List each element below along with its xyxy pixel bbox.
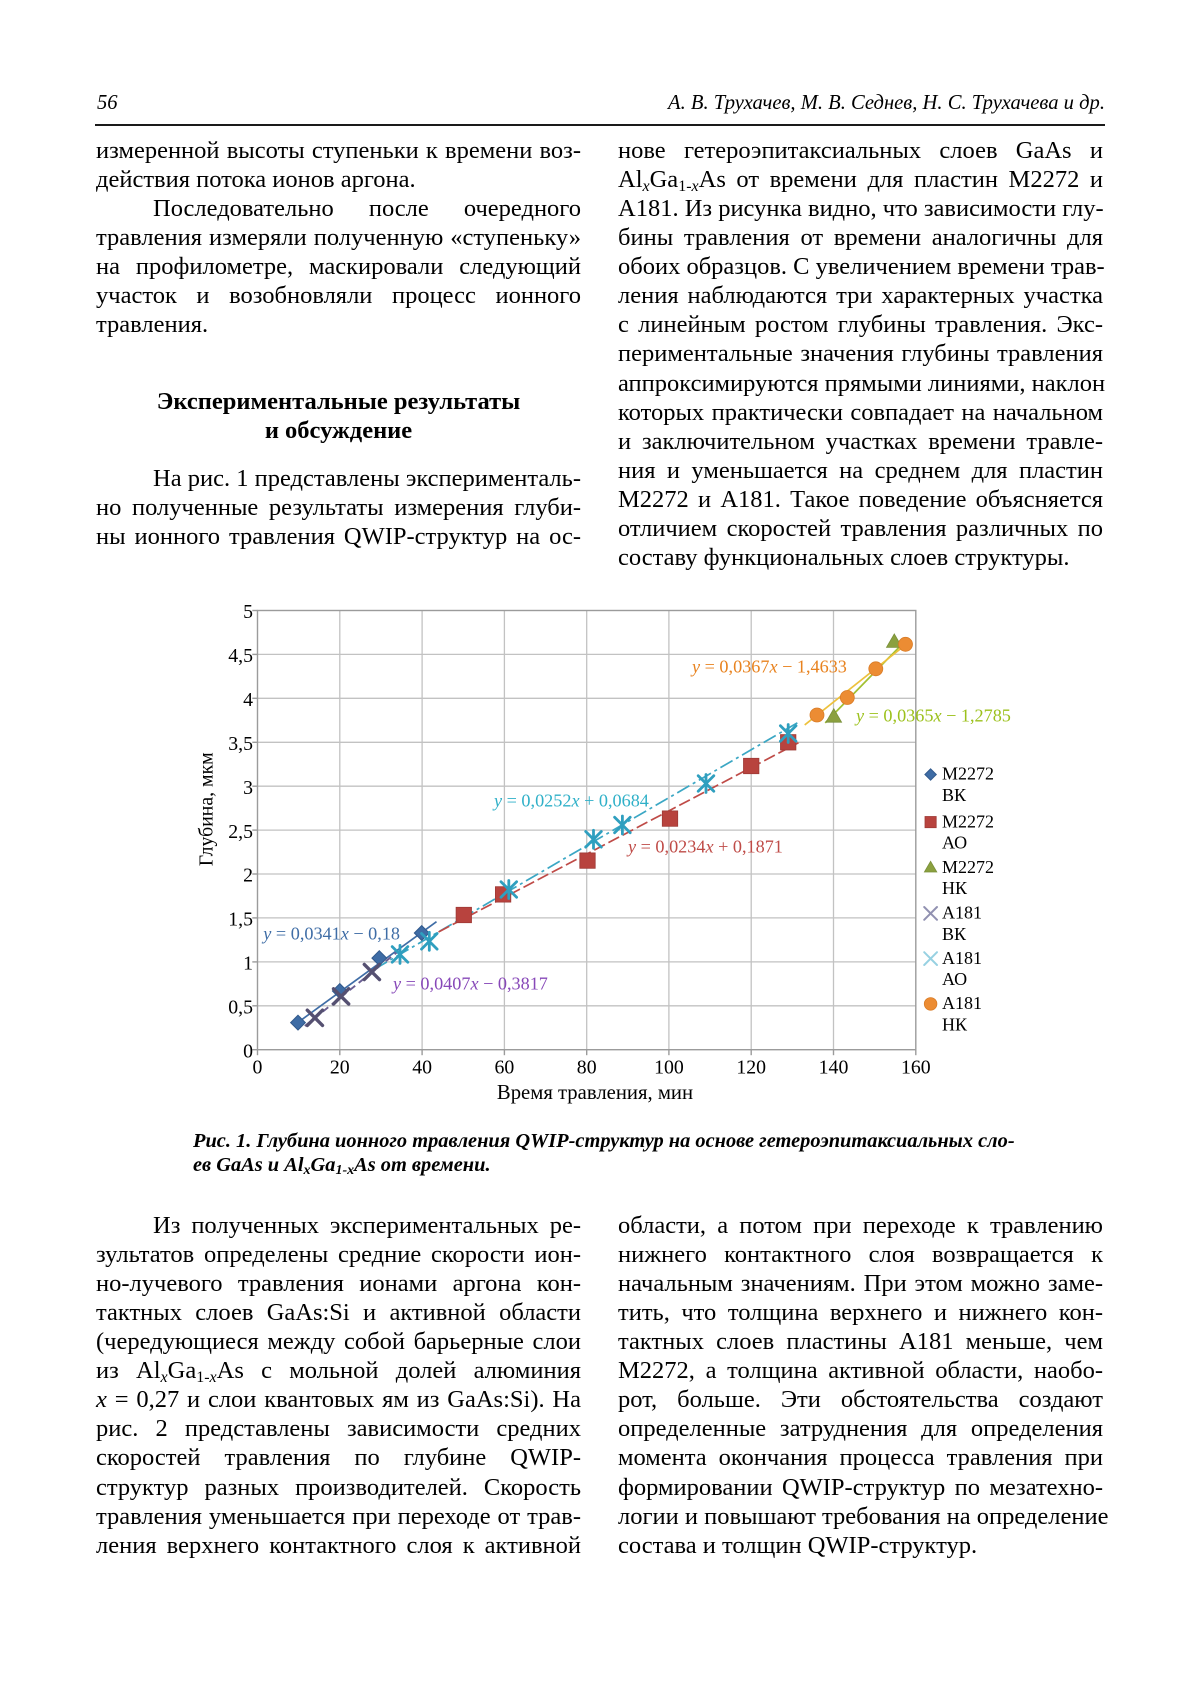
- svg-text:А181: А181: [942, 993, 982, 1013]
- svg-text:А181: А181: [942, 948, 982, 968]
- svg-text:А181: А181: [942, 903, 982, 923]
- svg-text:М2272: М2272: [942, 857, 994, 877]
- svg-text:1,5: 1,5: [228, 909, 253, 931]
- svg-text:120: 120: [736, 1057, 766, 1079]
- svg-text:y = 0,0252x + 0,0684: y = 0,0252x + 0,0684: [492, 790, 649, 810]
- svg-text:y = 0,0365x − 1,2785: y = 0,0365x − 1,2785: [854, 705, 1011, 725]
- svg-text:НК: НК: [942, 878, 968, 898]
- svg-text:3,5: 3,5: [228, 733, 253, 755]
- svg-text:60: 60: [495, 1057, 515, 1079]
- svg-text:4: 4: [243, 689, 253, 711]
- svg-text:y = 0,0341x − 0,18: y = 0,0341x − 0,18: [261, 923, 400, 943]
- svg-text:100: 100: [654, 1057, 684, 1079]
- svg-text:y = 0,0407x − 0,3817: y = 0,0407x − 0,3817: [391, 974, 548, 994]
- svg-text:2: 2: [243, 865, 253, 887]
- svg-text:Время травления, мин: Время травления, мин: [497, 1082, 693, 1104]
- svg-text:4,5: 4,5: [228, 645, 253, 667]
- svg-text:y = 0,0367x − 1,4633: y = 0,0367x − 1,4633: [690, 657, 847, 677]
- svg-text:НК: НК: [942, 1014, 968, 1034]
- svg-text:y = 0,0234x + 0,1871: y = 0,0234x + 0,1871: [626, 836, 783, 856]
- svg-text:3: 3: [243, 777, 253, 799]
- svg-text:80: 80: [577, 1057, 597, 1079]
- svg-text:2,5: 2,5: [228, 821, 253, 843]
- svg-text:0: 0: [243, 1040, 253, 1062]
- svg-text:40: 40: [412, 1057, 432, 1079]
- svg-text:ВК: ВК: [942, 924, 967, 944]
- svg-text:1: 1: [243, 953, 253, 975]
- svg-text:АО: АО: [942, 969, 967, 989]
- svg-text:ВК: ВК: [942, 785, 967, 805]
- svg-text:Глубина, мкм: Глубина, мкм: [196, 752, 218, 866]
- svg-text:АО: АО: [942, 833, 967, 853]
- svg-text:0,5: 0,5: [228, 997, 253, 1019]
- svg-text:5: 5: [243, 601, 253, 623]
- svg-text:140: 140: [819, 1057, 849, 1079]
- svg-text:20: 20: [330, 1057, 350, 1079]
- svg-text:М2272: М2272: [942, 811, 994, 831]
- svg-text:М2272: М2272: [942, 764, 994, 784]
- svg-text:0: 0: [253, 1057, 263, 1079]
- svg-text:160: 160: [901, 1057, 931, 1079]
